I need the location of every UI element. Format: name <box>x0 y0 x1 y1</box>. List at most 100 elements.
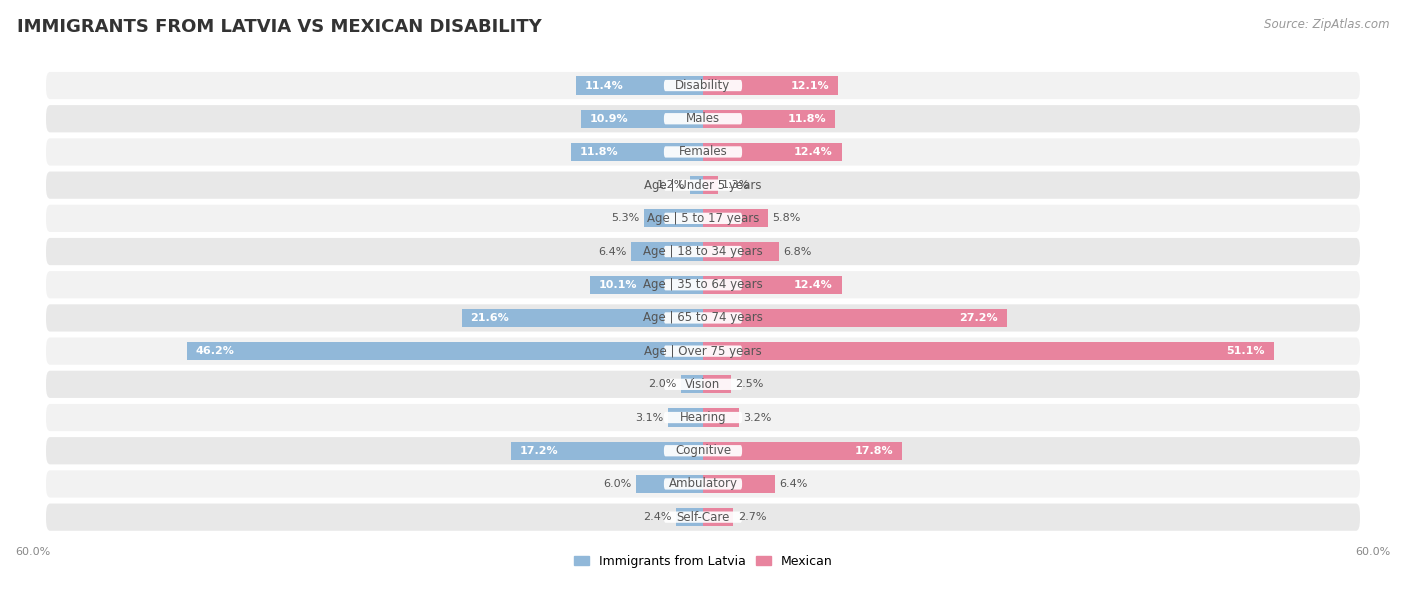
Text: 46.2%: 46.2% <box>195 346 235 356</box>
Text: Males: Males <box>686 112 720 125</box>
Text: 17.8%: 17.8% <box>855 446 893 456</box>
Text: Age | 35 to 64 years: Age | 35 to 64 years <box>643 278 763 291</box>
Bar <box>703 275 842 294</box>
Text: Self-Care: Self-Care <box>676 510 730 524</box>
Text: 17.2%: 17.2% <box>520 446 558 456</box>
Text: 11.4%: 11.4% <box>585 81 623 91</box>
Text: IMMIGRANTS FROM LATVIA VS MEXICAN DISABILITY: IMMIGRANTS FROM LATVIA VS MEXICAN DISABI… <box>17 18 541 36</box>
Bar <box>510 442 703 460</box>
Text: Age | 65 to 74 years: Age | 65 to 74 years <box>643 312 763 324</box>
FancyBboxPatch shape <box>46 504 1360 531</box>
FancyBboxPatch shape <box>46 205 1360 232</box>
Bar <box>575 76 703 95</box>
Text: 5.8%: 5.8% <box>772 214 800 223</box>
Text: 3.2%: 3.2% <box>744 412 772 422</box>
FancyBboxPatch shape <box>46 404 1360 431</box>
Text: 12.1%: 12.1% <box>790 81 830 91</box>
Bar <box>703 342 1274 360</box>
Bar <box>703 408 738 427</box>
Bar <box>668 408 703 427</box>
Text: 6.4%: 6.4% <box>779 479 807 489</box>
Text: Hearing: Hearing <box>679 411 727 424</box>
FancyBboxPatch shape <box>46 437 1360 465</box>
FancyBboxPatch shape <box>664 146 742 157</box>
Bar <box>591 275 703 294</box>
Text: 11.8%: 11.8% <box>581 147 619 157</box>
FancyBboxPatch shape <box>46 138 1360 166</box>
Text: 6.4%: 6.4% <box>599 247 627 256</box>
Bar <box>703 143 842 161</box>
Bar <box>703 309 1007 327</box>
Text: 6.0%: 6.0% <box>603 479 631 489</box>
Text: 27.2%: 27.2% <box>959 313 998 323</box>
Bar <box>703 442 901 460</box>
Text: 10.9%: 10.9% <box>591 114 628 124</box>
Text: Age | 18 to 34 years: Age | 18 to 34 years <box>643 245 763 258</box>
FancyBboxPatch shape <box>46 271 1360 298</box>
Text: 2.0%: 2.0% <box>648 379 676 389</box>
Text: 1.2%: 1.2% <box>657 180 685 190</box>
Bar <box>703 375 731 394</box>
FancyBboxPatch shape <box>46 371 1360 398</box>
Bar <box>636 475 703 493</box>
FancyBboxPatch shape <box>46 304 1360 332</box>
FancyBboxPatch shape <box>664 479 742 490</box>
Bar <box>571 143 703 161</box>
Bar <box>644 209 703 228</box>
Bar <box>676 508 703 526</box>
Text: Disability: Disability <box>675 79 731 92</box>
Legend: Immigrants from Latvia, Mexican: Immigrants from Latvia, Mexican <box>568 550 838 573</box>
FancyBboxPatch shape <box>664 512 742 523</box>
Text: Females: Females <box>679 146 727 159</box>
Text: 2.5%: 2.5% <box>735 379 763 389</box>
Text: Vision: Vision <box>685 378 721 391</box>
Text: 2.7%: 2.7% <box>738 512 766 522</box>
FancyBboxPatch shape <box>664 213 742 224</box>
FancyBboxPatch shape <box>664 445 742 457</box>
Text: 1.3%: 1.3% <box>723 180 751 190</box>
FancyBboxPatch shape <box>664 312 742 324</box>
Text: 51.1%: 51.1% <box>1226 346 1265 356</box>
Text: 5.3%: 5.3% <box>612 214 640 223</box>
Text: Source: ZipAtlas.com: Source: ZipAtlas.com <box>1264 18 1389 31</box>
Bar <box>703 176 717 194</box>
FancyBboxPatch shape <box>664 179 742 191</box>
Text: 2.4%: 2.4% <box>643 512 672 522</box>
FancyBboxPatch shape <box>664 113 742 124</box>
FancyBboxPatch shape <box>664 80 742 91</box>
FancyBboxPatch shape <box>46 338 1360 365</box>
Text: 21.6%: 21.6% <box>471 313 509 323</box>
Bar <box>581 110 703 128</box>
Bar <box>703 209 768 228</box>
Text: 11.8%: 11.8% <box>787 114 825 124</box>
Bar <box>187 342 703 360</box>
Text: Age | Under 5 years: Age | Under 5 years <box>644 179 762 192</box>
Bar <box>703 242 779 261</box>
Bar <box>461 309 703 327</box>
FancyBboxPatch shape <box>664 279 742 290</box>
Text: 6.8%: 6.8% <box>783 247 811 256</box>
Text: Ambulatory: Ambulatory <box>668 477 738 490</box>
Bar <box>703 110 835 128</box>
Bar <box>631 242 703 261</box>
FancyBboxPatch shape <box>46 72 1360 99</box>
FancyBboxPatch shape <box>46 171 1360 199</box>
Text: Age | 5 to 17 years: Age | 5 to 17 years <box>647 212 759 225</box>
Text: Cognitive: Cognitive <box>675 444 731 457</box>
FancyBboxPatch shape <box>664 379 742 390</box>
Bar <box>703 508 733 526</box>
Bar <box>689 176 703 194</box>
Text: 10.1%: 10.1% <box>599 280 637 289</box>
Text: 3.1%: 3.1% <box>636 412 664 422</box>
Bar <box>703 475 775 493</box>
FancyBboxPatch shape <box>46 238 1360 265</box>
FancyBboxPatch shape <box>664 412 742 423</box>
Text: 12.4%: 12.4% <box>794 147 832 157</box>
FancyBboxPatch shape <box>46 105 1360 132</box>
Bar <box>703 76 838 95</box>
FancyBboxPatch shape <box>46 471 1360 498</box>
Text: Age | Over 75 years: Age | Over 75 years <box>644 345 762 357</box>
Text: 12.4%: 12.4% <box>794 280 832 289</box>
Bar <box>681 375 703 394</box>
FancyBboxPatch shape <box>664 346 742 357</box>
